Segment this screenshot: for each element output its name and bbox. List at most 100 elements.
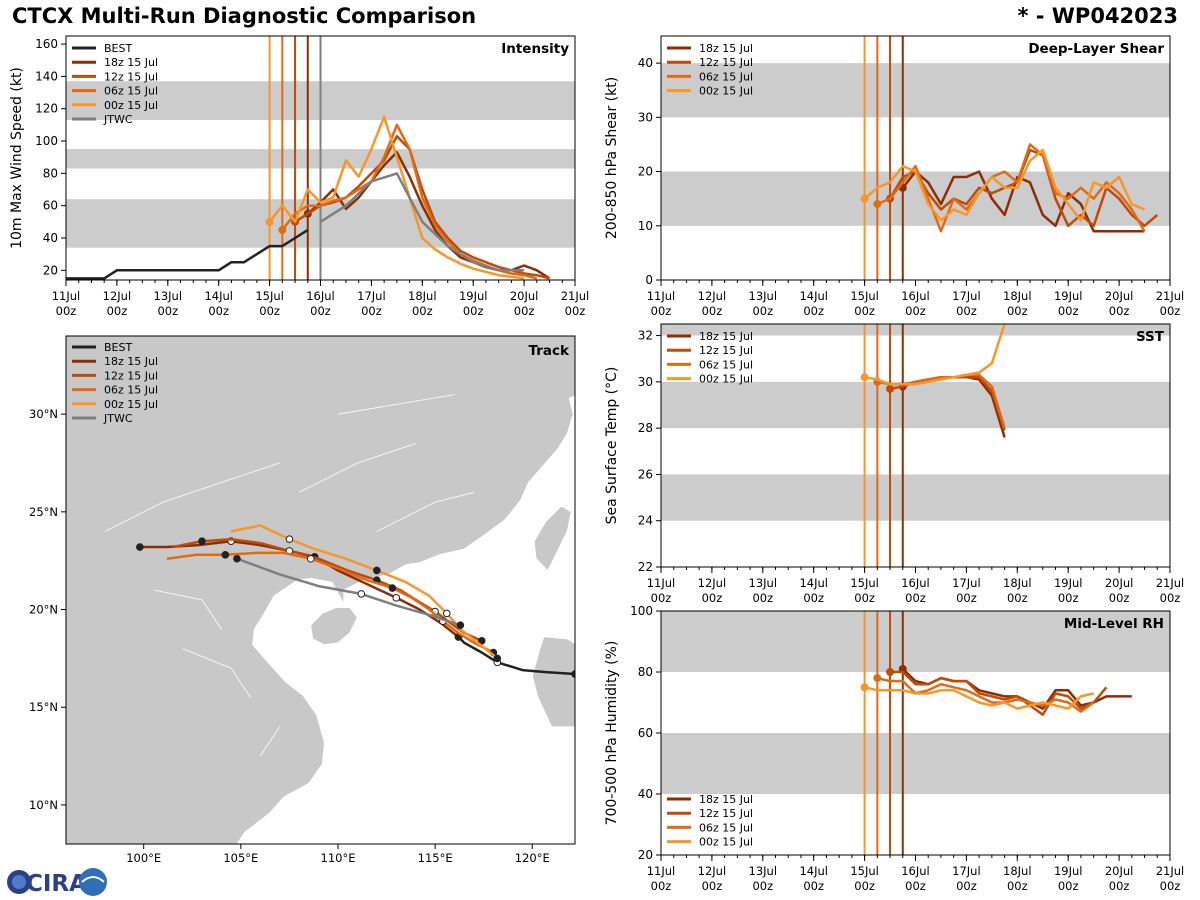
intensity-series-BEST — [66, 228, 309, 280]
track-legend-label: JTWC — [103, 412, 133, 425]
boundary-line — [376, 491, 475, 532]
sst-xtick-hour: 00z — [905, 591, 926, 605]
track-series-06z — [166, 551, 494, 654]
shear-xtick-day: 15Jul — [850, 289, 879, 303]
rh-xtick-hour: 00z — [651, 879, 672, 893]
shear-ytick-label: 30 — [638, 110, 653, 124]
rh-xtick-day: 14Jul — [799, 864, 828, 878]
page-title: CTCX Multi-Run Diagnostic Comparison — [12, 4, 477, 28]
globe-inner-icon — [12, 875, 26, 889]
sst-ytick-label: 26 — [638, 467, 653, 481]
shear-xtick-hour: 00z — [1109, 304, 1130, 318]
shear-series-06z — [876, 143, 1146, 233]
rh-xtick-hour: 00z — [1058, 879, 1079, 893]
shear-xtick-day: 16Jul — [901, 289, 930, 303]
sst-legend-label: 12z 15 Jul — [699, 344, 753, 357]
shear-xtick-day: 12Jul — [698, 289, 727, 303]
rh-xtick-hour: 00z — [702, 879, 723, 893]
shear-xtick-day: 13Jul — [749, 289, 778, 303]
shear-ytick-label: 20 — [638, 165, 653, 179]
sst-xtick-hour: 00z — [1109, 591, 1130, 605]
boundary-line — [337, 394, 455, 415]
rh-band — [661, 733, 1170, 794]
rh-xtick-day: 13Jul — [749, 864, 778, 878]
logo-text: CIRA — [26, 871, 87, 897]
sst-xtick-hour: 00z — [752, 591, 773, 605]
rh-panel: 2040608010011Jul00z12Jul00z13Jul00z14Jul… — [604, 604, 1184, 893]
rh-ytick-label: 20 — [638, 848, 653, 862]
intensity-xtick-hour: 00z — [412, 304, 433, 318]
storm-id: * - WP042023 — [1017, 4, 1178, 28]
shear-xtick-hour: 00z — [1160, 304, 1181, 318]
shear-panel: 01020304011Jul00z12Jul00z13Jul00z14Jul00… — [604, 35, 1184, 318]
sst-xtick-hour: 00z — [651, 591, 672, 605]
intensity-legend-label: 18z 15 Jul — [104, 56, 158, 69]
intensity-xtick-hour: 00z — [56, 304, 77, 318]
shear-ytick-label: 10 — [638, 219, 653, 233]
intensity-legend-label: 12z 15 Jul — [104, 70, 158, 83]
rh-xtick-hour: 00z — [854, 879, 875, 893]
intensity-start-point — [265, 217, 274, 226]
boundary-line — [259, 726, 281, 757]
rh-xtick-day: 19Jul — [1054, 864, 1083, 878]
shear-ylabel: 200-850 hPa Shear (kt) — [604, 77, 620, 239]
rh-xtick-day: 18Jul — [1003, 864, 1032, 878]
sst-panel: 22242628303211Jul00z12Jul00z13Jul00z14Ju… — [604, 323, 1184, 605]
sst-legend-label: 18z 15 Jul — [699, 330, 753, 343]
shear-xtick-day: 11Jul — [647, 289, 676, 303]
sst-xtick-day: 18Jul — [1003, 576, 1032, 590]
track-legend-label: 00z 15 Jul — [104, 398, 158, 411]
intensity-xtick-day: 15Jul — [255, 289, 284, 303]
track-panel-title: Track — [529, 343, 570, 359]
sst-series-00z — [864, 324, 1006, 386]
track-ytick-label: 20°N — [29, 603, 58, 617]
sst-xtick-day: 16Jul — [901, 576, 930, 590]
rh-ytick-label: 40 — [638, 787, 653, 801]
shear-xtick-hour: 00z — [1007, 304, 1028, 318]
intensity-xtick-day: 11Jul — [52, 289, 81, 303]
track-point — [373, 566, 381, 575]
sst-xtick-day: 15Jul — [850, 576, 879, 590]
intensity-ytick-label: 100 — [35, 134, 58, 148]
rh-legend-label: 12z 15 Jul — [699, 807, 753, 820]
taiwan-island — [533, 505, 572, 572]
sst-ylabel: Sea Surface Temp (°C) — [604, 367, 620, 525]
rh-plot-area — [661, 611, 1170, 855]
intensity-legend-label: 06z 15 Jul — [104, 85, 158, 98]
sst-ytick-label: 22 — [638, 560, 653, 574]
intensity-xtick-hour: 00z — [361, 304, 382, 318]
rh-series-00z — [864, 686, 1094, 710]
rh-ytick-label: 100 — [630, 604, 653, 618]
rh-start-point — [860, 683, 869, 692]
track-point — [388, 584, 397, 592]
intensity-ytick-label: 120 — [35, 102, 58, 116]
track-legend-label: 06z 15 Jul — [104, 384, 158, 397]
intensity-ytick-label: 80 — [43, 166, 58, 180]
track-ytick-label: 15°N — [29, 700, 58, 714]
intensity-ylabel: 10m Max Wind Speed (kt) — [9, 67, 25, 249]
shear-series-18z — [901, 170, 1145, 233]
boundary-line — [104, 462, 280, 532]
sst-legend-label: 00z 15 Jul — [699, 373, 753, 386]
shear-series-00z — [863, 148, 1145, 222]
shear-xtick-hour: 00z — [905, 304, 926, 318]
sst-panel-title: SST — [1136, 329, 1165, 345]
intensity-panel: 2040608010012014016011Jul00z12Jul00z13Ju… — [9, 35, 589, 318]
rh-xtick-hour: 00z — [1160, 879, 1181, 893]
track-xtick-label: 115°E — [418, 851, 453, 865]
shear-band — [661, 171, 1170, 226]
track-legend-label: 18z 15 Jul — [104, 355, 158, 368]
track-point — [306, 554, 315, 563]
intensity-ytick-label: 60 — [43, 199, 58, 213]
shear-xtick-hour: 00z — [1058, 304, 1079, 318]
sst-xtick-day: 12Jul — [698, 576, 727, 590]
track-ytick-label: 30°N — [29, 407, 58, 421]
shear-xtick-day: 20Jul — [1105, 289, 1134, 303]
rh-xtick-hour: 00z — [956, 879, 977, 893]
sst-xtick-day: 19Jul — [1054, 576, 1083, 590]
sst-xtick-day: 13Jul — [749, 576, 778, 590]
rh-xtick-day: 11Jul — [647, 864, 676, 878]
track-point — [442, 609, 451, 618]
track-point — [392, 594, 401, 602]
sst-xtick-hour: 00z — [1007, 591, 1028, 605]
